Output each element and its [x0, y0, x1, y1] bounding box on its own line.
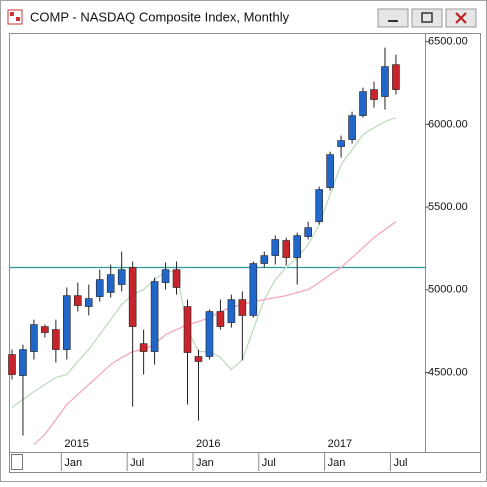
candle-body [8, 354, 16, 375]
candle-body [216, 311, 225, 327]
minimize-button[interactable] [377, 8, 409, 28]
candle-body [326, 154, 334, 188]
scroll-box[interactable] [11, 454, 23, 470]
candle-body [381, 66, 389, 97]
year-label: 2017 [328, 438, 352, 450]
candle-body [84, 298, 93, 307]
candle-body [392, 64, 400, 90]
candle-body [183, 306, 192, 353]
close-button[interactable] [445, 8, 477, 28]
candle-body [95, 279, 104, 297]
x-tick-label: Jul [393, 457, 407, 469]
candle-body [117, 269, 126, 285]
y-tick-label: 6000.00 [428, 118, 468, 130]
window-title: COMP - NASDAQ Composite Index, Monthly [30, 9, 290, 24]
candle-body [19, 349, 27, 376]
candle-body [150, 281, 159, 352]
candle-body [337, 140, 345, 147]
candle-body [293, 235, 302, 258]
y-tick-label: 4500.00 [428, 366, 468, 378]
maximize-button[interactable] [411, 8, 443, 28]
y-axis-area [425, 33, 481, 453]
x-tick-label: Jul [262, 457, 276, 469]
candle-body [172, 269, 181, 288]
plot: 4500.00 5000.00 5500.00 6000.00 6500.00 Jan 20… [8, 36, 468, 471]
candle-body [304, 227, 312, 237]
y-tick-label: 5000.00 [428, 284, 468, 296]
candle-body [139, 343, 148, 352]
candle-body [282, 240, 291, 258]
candle-body [238, 299, 247, 316]
candle-body [260, 255, 269, 264]
candle-body [205, 311, 214, 357]
candle-body [348, 115, 356, 140]
candle-body [227, 299, 236, 323]
candle-body [249, 263, 258, 316]
y-tick-label: 6500.00 [428, 36, 468, 48]
candle-body [161, 269, 170, 283]
x-tick-label: Jan [328, 457, 346, 469]
candle-body [106, 274, 115, 293]
x-tick-label: Jul [130, 457, 144, 469]
candle-body [52, 329, 60, 350]
candle-body [63, 295, 71, 350]
candle-body [128, 267, 137, 327]
candle-body [370, 89, 378, 100]
year-label: 2016 [196, 438, 220, 450]
candle-body [194, 356, 203, 362]
x-tick-label: Jan [196, 457, 214, 469]
app-icon [7, 9, 23, 25]
y-tick-label: 5500.00 [428, 201, 468, 213]
candle-body [30, 324, 38, 352]
year-label: 2015 [64, 438, 88, 450]
candle-body [315, 189, 323, 222]
candle-body [74, 295, 82, 306]
candle-body [41, 326, 49, 333]
moving-average-line [33, 221, 397, 446]
candle-body [271, 239, 280, 256]
x-tick-label: Jan [64, 457, 82, 469]
plot-area [9, 33, 426, 453]
moving-average-line [11, 116, 397, 409]
candle-body [359, 91, 367, 116]
